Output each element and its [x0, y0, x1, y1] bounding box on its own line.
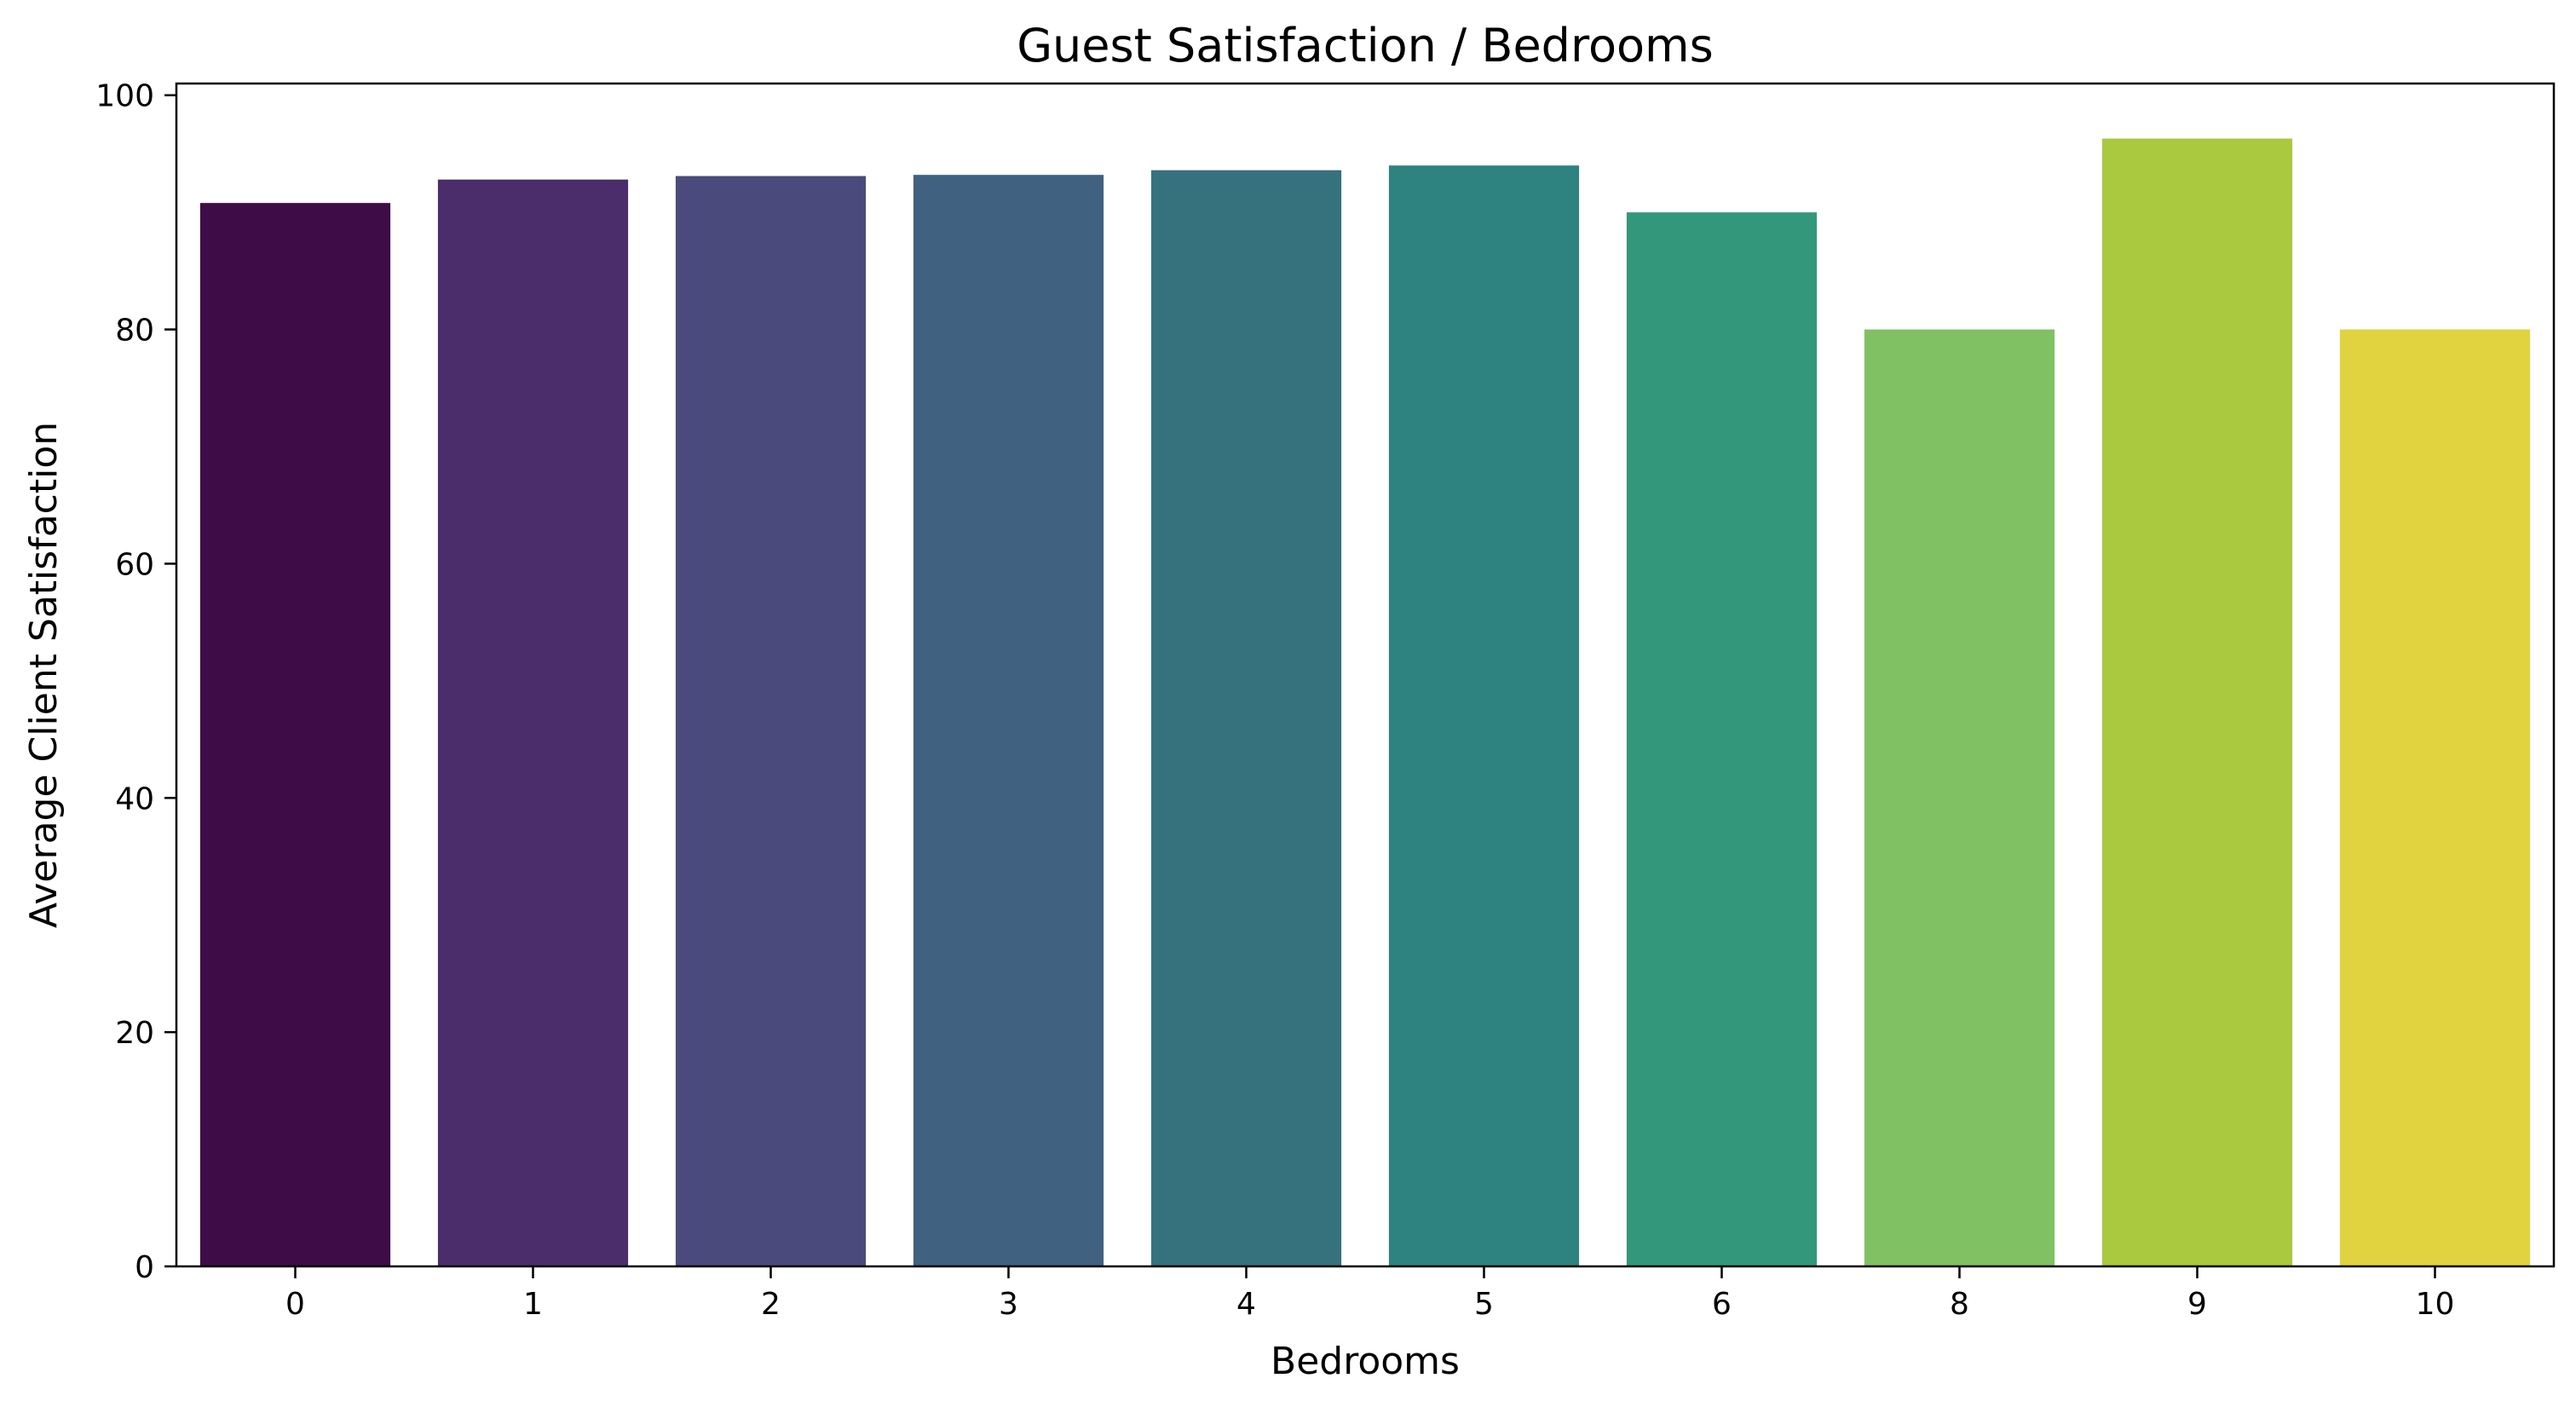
- y-tick-label: 60: [115, 547, 154, 582]
- bar-bedrooms-4: [1150, 170, 1342, 1266]
- x-tick-label: 8: [1950, 1287, 1969, 1322]
- bar-bedrooms-0: [199, 203, 391, 1266]
- bar-bedrooms-2: [675, 176, 867, 1267]
- bar-bedrooms-3: [913, 175, 1104, 1266]
- bar-bedrooms-9: [2101, 138, 2293, 1267]
- bar-bedrooms-10: [2339, 329, 2531, 1267]
- y-tick-label: 40: [115, 781, 154, 816]
- x-tick-label: 5: [1474, 1287, 1494, 1322]
- x-tick-label: 1: [523, 1287, 543, 1322]
- bar-bedrooms-1: [437, 179, 629, 1267]
- y-tick-label: 0: [135, 1250, 154, 1285]
- y-tick-label: 20: [115, 1016, 154, 1051]
- bar-bedrooms-5: [1388, 165, 1580, 1267]
- x-tick-label: 4: [1236, 1287, 1256, 1322]
- x-tick-label: 3: [999, 1287, 1018, 1322]
- y-axis-label: Average Client Satisfaction: [22, 422, 66, 928]
- chart-title: Guest Satisfaction / Bedrooms: [1017, 19, 1714, 72]
- y-tick-label: 80: [115, 314, 154, 349]
- bar-bedrooms-8: [1864, 329, 2055, 1267]
- bars-layer: [199, 138, 2531, 1267]
- bar-bedrooms-6: [1626, 212, 1818, 1266]
- x-tick-label: 6: [1712, 1287, 1732, 1322]
- x-tick-label: 0: [285, 1287, 305, 1322]
- y-tick-label: 100: [95, 79, 154, 114]
- x-tick-label: 2: [761, 1287, 781, 1322]
- x-tick-label: 10: [2416, 1287, 2455, 1322]
- x-tick-label: 9: [2187, 1287, 2207, 1322]
- x-axis-label: Bedrooms: [1271, 1340, 1460, 1383]
- plot-frame: [175, 82, 2556, 1268]
